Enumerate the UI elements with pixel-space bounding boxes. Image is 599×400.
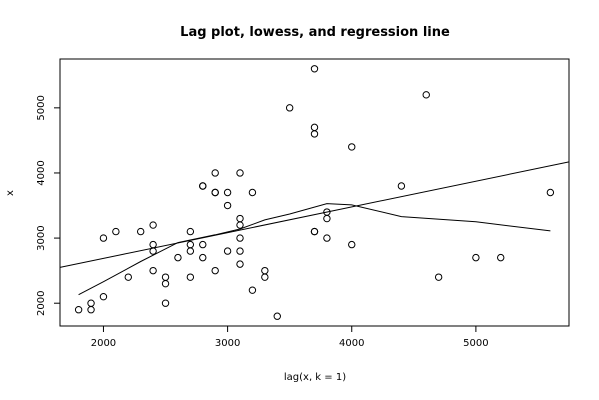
data-point <box>186 273 195 281</box>
data-point <box>174 253 182 262</box>
data-point <box>211 266 219 275</box>
x-axis-label: lag(x, k = 1) <box>284 372 346 383</box>
data-point <box>149 221 157 229</box>
data-point <box>310 130 319 138</box>
data-point <box>161 299 170 307</box>
data-point <box>434 273 443 281</box>
x-tick-label: 3000 <box>215 338 240 349</box>
data-point <box>161 273 170 281</box>
data-point <box>285 104 294 112</box>
data-point <box>236 260 244 268</box>
x-tick-label: 2000 <box>91 338 116 349</box>
data-point <box>236 214 244 223</box>
data-point <box>310 123 319 132</box>
y-tick-label: 3000 <box>36 225 47 250</box>
data-point <box>310 65 319 73</box>
data-point <box>223 188 232 197</box>
x-tick-label: 4000 <box>339 338 364 349</box>
y-axis-label: x <box>5 190 16 196</box>
data-point <box>186 227 195 236</box>
data-point <box>186 247 195 255</box>
data-point <box>199 182 207 190</box>
y-tick-label: 4000 <box>36 160 47 185</box>
data-point <box>199 253 207 262</box>
data-point <box>248 286 257 294</box>
data-point <box>161 279 170 288</box>
chart-title: Lag plot, lowess, and regression line <box>180 25 450 40</box>
data-point <box>149 247 157 255</box>
data-point <box>211 169 219 177</box>
data-point <box>497 253 505 262</box>
data-point <box>422 91 430 99</box>
data-point <box>236 221 244 229</box>
data-point <box>223 247 232 255</box>
data-point <box>397 182 406 190</box>
x-tick-label: 5000 <box>463 338 488 349</box>
regression-line-group <box>59 161 570 268</box>
data-point <box>223 201 232 210</box>
data-point <box>74 306 83 314</box>
data-point <box>348 240 356 249</box>
data-point <box>87 299 95 307</box>
data-point <box>348 143 356 151</box>
data-point <box>99 292 108 301</box>
data-point <box>99 234 108 242</box>
data-point <box>186 240 195 249</box>
data-point <box>149 266 157 275</box>
y-axis: 2000 3000 4000 5000 <box>36 95 60 316</box>
data-points <box>74 65 555 320</box>
data-point <box>211 188 219 197</box>
plot-frame <box>59 58 570 327</box>
data-point <box>236 169 244 177</box>
data-point <box>472 253 480 262</box>
data-point <box>273 312 281 320</box>
data-point <box>149 240 157 249</box>
data-point <box>323 214 331 223</box>
data-point <box>199 240 207 249</box>
data-point <box>87 306 95 314</box>
data-point <box>136 227 145 236</box>
data-point <box>112 227 120 236</box>
data-point <box>248 188 257 197</box>
data-point <box>546 188 555 197</box>
regression-line <box>59 161 570 268</box>
data-point <box>310 227 319 236</box>
data-point <box>236 247 244 255</box>
lowess-line <box>78 203 551 296</box>
data-point <box>124 273 132 281</box>
data-point <box>236 234 244 242</box>
x-axis: 2000 3000 4000 5000 <box>91 326 489 349</box>
y-tick-label: 5000 <box>36 95 47 120</box>
data-point <box>323 234 331 242</box>
y-tick-label: 2000 <box>36 290 47 315</box>
data-point <box>261 273 269 281</box>
lowess-line-group <box>78 203 551 296</box>
data-point <box>261 266 269 275</box>
